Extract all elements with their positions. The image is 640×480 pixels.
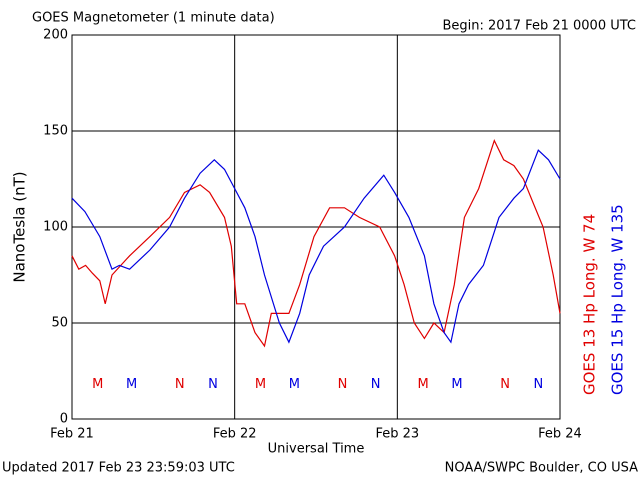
annotation: M — [255, 377, 266, 392]
footer-right: NOAA/SWPC Boulder, CO USA — [445, 461, 638, 476]
x-tick-label: Feb 24 — [538, 427, 582, 442]
data-line — [71, 149, 561, 344]
x-axis-label: Universal Time — [268, 442, 365, 457]
annotation: M — [126, 377, 137, 392]
annotation: N — [500, 377, 510, 392]
legend-entry: GOES 15 Hp Long. W 135 — [609, 204, 627, 395]
plot-frame — [71, 34, 561, 420]
y-tick-label: 150 — [43, 124, 68, 139]
annotation: N — [208, 377, 218, 392]
annotation: N — [175, 377, 185, 392]
annotation: N — [371, 377, 381, 392]
legend-entry: GOES 13 Hp Long. W 74 — [581, 214, 599, 395]
x-tick-label: Feb 21 — [50, 427, 94, 442]
annotation: M — [451, 377, 462, 392]
y-tick-label: 0 — [60, 412, 68, 427]
annotation: M — [417, 377, 428, 392]
annotation: M — [289, 377, 300, 392]
annotation: N — [338, 377, 348, 392]
y-tick-label: 200 — [43, 28, 68, 43]
y-tick-label: 100 — [43, 220, 68, 235]
chart-title: GOES Magnetometer (1 minute data) — [32, 11, 275, 26]
x-tick-label: Feb 23 — [375, 427, 419, 442]
footer-left: Updated 2017 Feb 23 23:59:03 UTC — [2, 461, 235, 476]
data-line — [71, 139, 561, 348]
y-tick-label: 50 — [51, 316, 68, 331]
annotation: N — [533, 377, 543, 392]
x-tick-label: Feb 22 — [213, 427, 257, 442]
chart-subtitle: Begin: 2017 Feb 21 0000 UTC — [442, 19, 636, 34]
y-axis-label: NanoTesla (nT) — [11, 171, 29, 282]
annotation: M — [92, 377, 103, 392]
